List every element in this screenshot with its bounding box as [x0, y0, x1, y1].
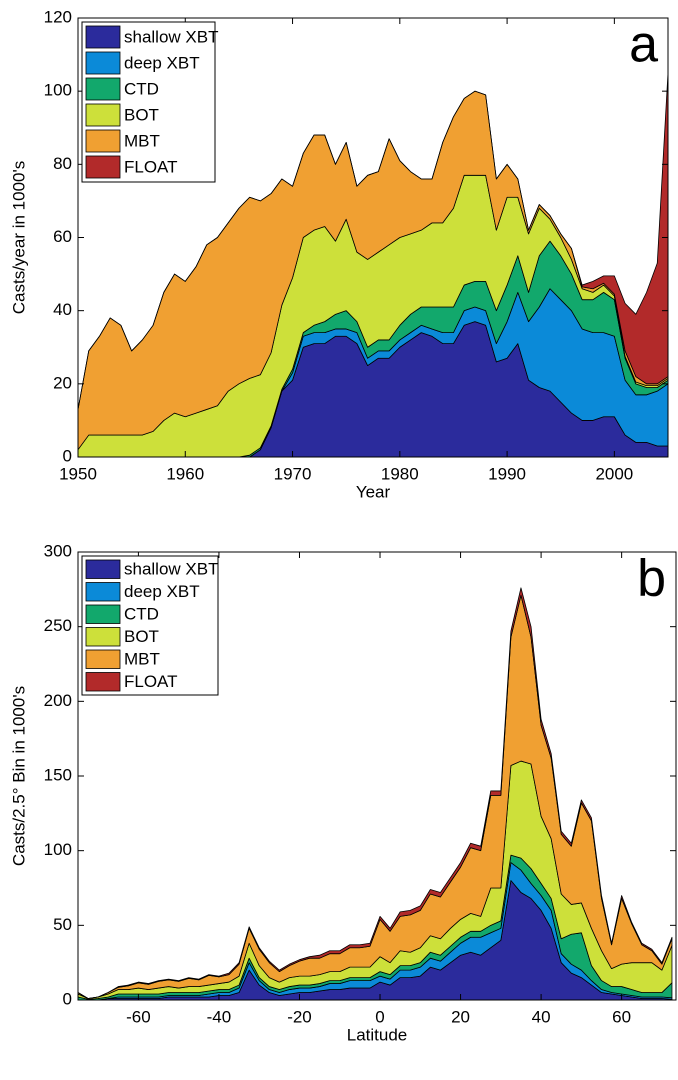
legend-label: shallow XBT — [124, 27, 218, 46]
legend-label: CTD — [124, 79, 159, 98]
legend-swatch — [85, 604, 121, 624]
x-tick-label: 1970 — [274, 464, 312, 483]
legend-swatch — [85, 649, 121, 669]
y-tick-label: 120 — [44, 7, 72, 26]
x-tick-label: 60 — [612, 1007, 631, 1026]
x-tick-label: 1950 — [59, 464, 97, 483]
y-tick-label: 150 — [44, 765, 72, 784]
x-tick-label: 2000 — [595, 464, 633, 483]
legend-label: shallow XBT — [124, 560, 218, 579]
legend-label: BOT — [124, 105, 159, 124]
legend-swatch — [85, 582, 121, 602]
y-tick-label: 300 — [44, 541, 72, 560]
legend-box — [81, 555, 219, 696]
legend-label: deep XBT — [124, 582, 200, 601]
x-tick-label: 1960 — [166, 464, 204, 483]
legend-swatch — [85, 103, 121, 127]
x-tick-label: 1990 — [488, 464, 526, 483]
legend-swatch — [85, 559, 121, 579]
x-tick-label: 20 — [451, 1007, 470, 1026]
x-tick-label: 40 — [532, 1007, 551, 1026]
y-axis-label: Casts/2.5° Bin in 1000's — [9, 686, 28, 866]
legend-swatch — [85, 51, 121, 75]
legend-swatch — [85, 77, 121, 101]
legend-swatch — [85, 25, 121, 49]
panel-label: a — [629, 16, 658, 74]
y-tick-label: 50 — [53, 915, 72, 934]
legend-box — [81, 21, 216, 183]
legend-swatch — [85, 627, 121, 647]
y-axis-label: Casts/year in 1000's — [9, 161, 28, 315]
legend-label: MBT — [124, 650, 160, 669]
legend-label: CTD — [124, 605, 159, 624]
y-tick-label: 200 — [44, 691, 72, 710]
x-axis-label: Year — [356, 482, 391, 501]
legend-label: deep XBT — [124, 53, 200, 72]
legend-swatch — [85, 155, 121, 179]
x-tick-label: 1980 — [381, 464, 419, 483]
y-tick-label: 80 — [53, 154, 72, 173]
legend-label: FLOAT — [124, 157, 178, 176]
x-tick-label: -20 — [287, 1007, 312, 1026]
y-tick-label: 100 — [44, 840, 72, 859]
y-tick-label: 60 — [53, 227, 72, 246]
legend-label: MBT — [124, 131, 160, 150]
y-tick-label: 40 — [53, 300, 72, 319]
legend-swatch — [85, 672, 121, 692]
y-tick-label: 20 — [53, 373, 72, 392]
x-tick-label: -60 — [126, 1007, 151, 1026]
area — [77, 587, 673, 999]
legend-swatch — [85, 129, 121, 153]
x-tick-label: 0 — [375, 1007, 384, 1026]
y-tick-label: 250 — [44, 616, 72, 635]
y-tick-label: 100 — [44, 81, 72, 100]
x-axis-label: Latitude — [347, 1025, 408, 1044]
legend-label: FLOAT — [124, 672, 178, 691]
legend-label: BOT — [124, 627, 159, 646]
y-tick-label: 0 — [63, 446, 72, 465]
x-tick-label: -40 — [207, 1007, 232, 1026]
panel-label: b — [637, 550, 666, 608]
y-tick-label: 0 — [63, 989, 72, 1008]
